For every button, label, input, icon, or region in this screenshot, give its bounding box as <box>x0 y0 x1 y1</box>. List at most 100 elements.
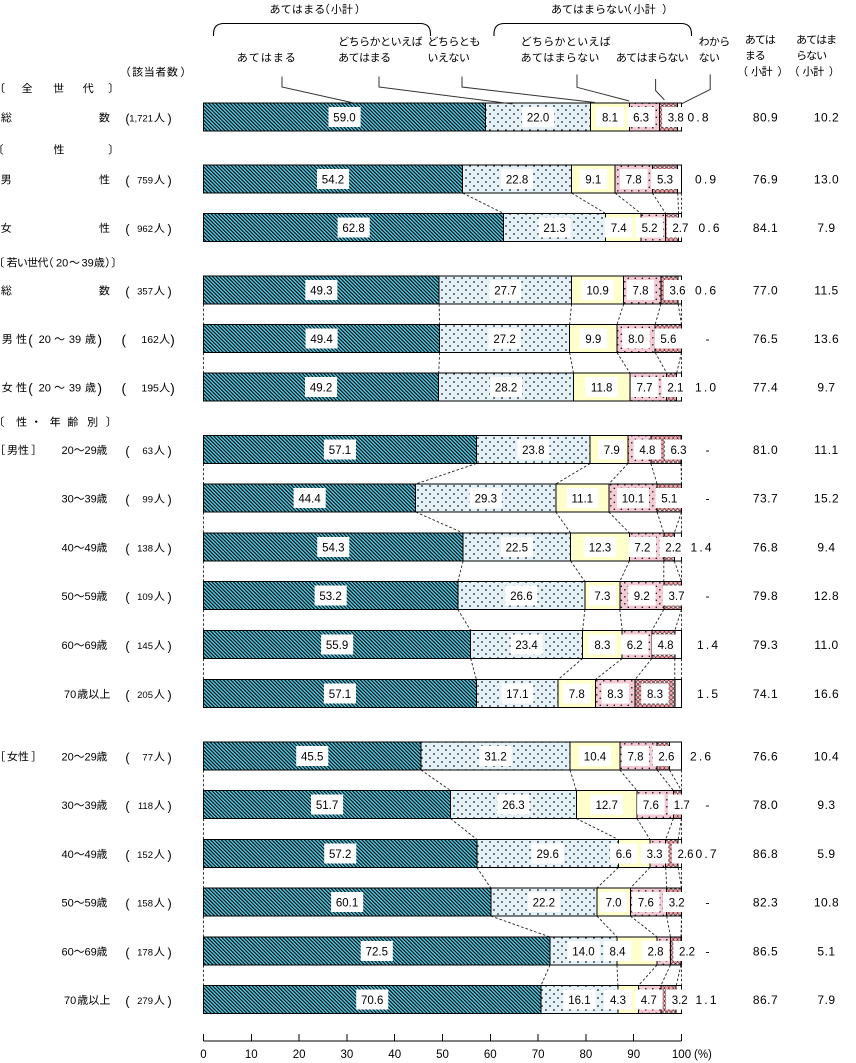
svg-text:22.5: 22.5 <box>506 542 528 554</box>
svg-text:59: 59 <box>85 898 97 910</box>
svg-text:59.0: 59.0 <box>333 112 355 124</box>
svg-text:22.2: 22.2 <box>533 897 555 909</box>
svg-text:-: - <box>706 589 710 603</box>
svg-text:84.1: 84.1 <box>753 221 778 235</box>
svg-text:1.4: 1.4 <box>697 638 720 652</box>
svg-text:63: 63 <box>142 446 153 457</box>
svg-text:57.1: 57.1 <box>329 689 351 701</box>
svg-text:60: 60 <box>62 947 74 959</box>
svg-text:9.4: 9.4 <box>817 541 835 555</box>
svg-text:): ) <box>168 689 172 703</box>
svg-text:55.9: 55.9 <box>326 640 348 652</box>
svg-text:): ) <box>170 381 175 396</box>
svg-text:962: 962 <box>137 224 153 235</box>
svg-text:40: 40 <box>62 849 74 861</box>
svg-text:11.1: 11.1 <box>814 443 838 457</box>
svg-text:60: 60 <box>484 1049 497 1061</box>
svg-text:7.2: 7.2 <box>634 542 650 554</box>
svg-text:6.3: 6.3 <box>671 445 687 457</box>
svg-text:15.2: 15.2 <box>814 492 839 506</box>
svg-text:39: 39 <box>85 800 97 812</box>
svg-text:31.2: 31.2 <box>484 751 506 763</box>
svg-text:8.3: 8.3 <box>647 689 663 701</box>
svg-text:-: - <box>706 798 710 812</box>
svg-text:0.6: 0.6 <box>695 283 718 297</box>
svg-text:8.3: 8.3 <box>607 689 623 701</box>
svg-text:16.6: 16.6 <box>814 687 839 701</box>
svg-text:152: 152 <box>137 850 153 861</box>
svg-text:7.6: 7.6 <box>643 800 659 812</box>
svg-text:205: 205 <box>137 690 153 701</box>
svg-text:(: ( <box>125 897 130 911</box>
svg-text:51.7: 51.7 <box>316 800 338 812</box>
svg-text:1.5: 1.5 <box>697 687 720 701</box>
svg-text:(: ( <box>125 223 130 237</box>
svg-text:14.0: 14.0 <box>572 946 594 958</box>
svg-text:17.1: 17.1 <box>506 689 528 701</box>
svg-text:23.8: 23.8 <box>522 445 544 457</box>
svg-text:10.1: 10.1 <box>622 493 644 505</box>
svg-text:49: 49 <box>85 849 97 861</box>
svg-text:77.0: 77.0 <box>753 284 778 298</box>
svg-text:53.2: 53.2 <box>319 591 341 603</box>
svg-text:10.8: 10.8 <box>814 896 839 910</box>
svg-text:86.7: 86.7 <box>753 993 778 1007</box>
svg-text:8.1: 8.1 <box>602 112 618 124</box>
svg-text:26.3: 26.3 <box>502 800 524 812</box>
svg-text:158: 158 <box>137 899 153 910</box>
svg-text:0.7: 0.7 <box>696 847 719 861</box>
svg-text:79.3: 79.3 <box>753 638 778 652</box>
svg-text:76.8: 76.8 <box>753 541 778 555</box>
svg-text:54.2: 54.2 <box>322 174 344 186</box>
svg-text:22.0: 22.0 <box>527 112 549 124</box>
svg-text:(: ( <box>125 493 130 507</box>
svg-text:20: 20 <box>39 383 51 395</box>
svg-text:7.7: 7.7 <box>637 382 653 394</box>
svg-text:7.4: 7.4 <box>611 223 628 235</box>
svg-text:2.6: 2.6 <box>678 849 694 861</box>
svg-text:62.8: 62.8 <box>342 223 364 235</box>
svg-text:): ) <box>168 995 172 1009</box>
svg-text:39: 39 <box>69 334 81 346</box>
svg-text:40: 40 <box>388 1049 401 1061</box>
svg-text:80.9: 80.9 <box>753 111 778 125</box>
svg-text:16.1: 16.1 <box>568 995 590 1007</box>
svg-text:-: - <box>706 944 710 958</box>
svg-text:44.4: 44.4 <box>298 493 321 505</box>
svg-text:29.3: 29.3 <box>475 493 497 505</box>
svg-text:70.6: 70.6 <box>361 995 383 1007</box>
svg-text:0.8: 0.8 <box>688 110 711 124</box>
svg-text:50: 50 <box>62 898 74 910</box>
svg-text:7.6: 7.6 <box>638 897 654 909</box>
svg-text:99: 99 <box>142 495 153 506</box>
svg-text:2.8: 2.8 <box>648 946 664 958</box>
svg-text:81.0: 81.0 <box>753 443 778 457</box>
svg-text:40: 40 <box>62 543 74 555</box>
svg-text:5.6: 5.6 <box>660 334 676 346</box>
svg-text:(: ( <box>125 849 130 863</box>
svg-text:2.2: 2.2 <box>679 946 695 958</box>
svg-text:50: 50 <box>436 1049 449 1061</box>
svg-text:28.2: 28.2 <box>495 382 517 394</box>
svg-text:2.7: 2.7 <box>672 223 688 235</box>
svg-text:9.7: 9.7 <box>817 381 835 395</box>
svg-text:27.2: 27.2 <box>493 334 515 346</box>
svg-text:10.9: 10.9 <box>586 285 608 297</box>
svg-text:10.4: 10.4 <box>814 750 839 764</box>
svg-text:0.9: 0.9 <box>695 172 718 186</box>
svg-text:2.6: 2.6 <box>690 749 713 763</box>
svg-text:0: 0 <box>200 1049 206 1061</box>
svg-text:9.3: 9.3 <box>817 798 835 812</box>
svg-text:-: - <box>706 332 710 346</box>
svg-text:20: 20 <box>62 445 74 457</box>
svg-text:10.4: 10.4 <box>584 751 607 763</box>
svg-text:(: ( <box>125 174 130 188</box>
svg-text:(: ( <box>125 285 130 299</box>
svg-text:20: 20 <box>56 258 68 270</box>
svg-text:-: - <box>706 491 710 505</box>
svg-text:3.7: 3.7 <box>669 591 685 603</box>
svg-text:(: ( <box>125 591 130 605</box>
svg-text:1.7: 1.7 <box>674 800 690 812</box>
svg-text:74.1: 74.1 <box>753 687 778 701</box>
svg-text:): ) <box>168 174 172 188</box>
